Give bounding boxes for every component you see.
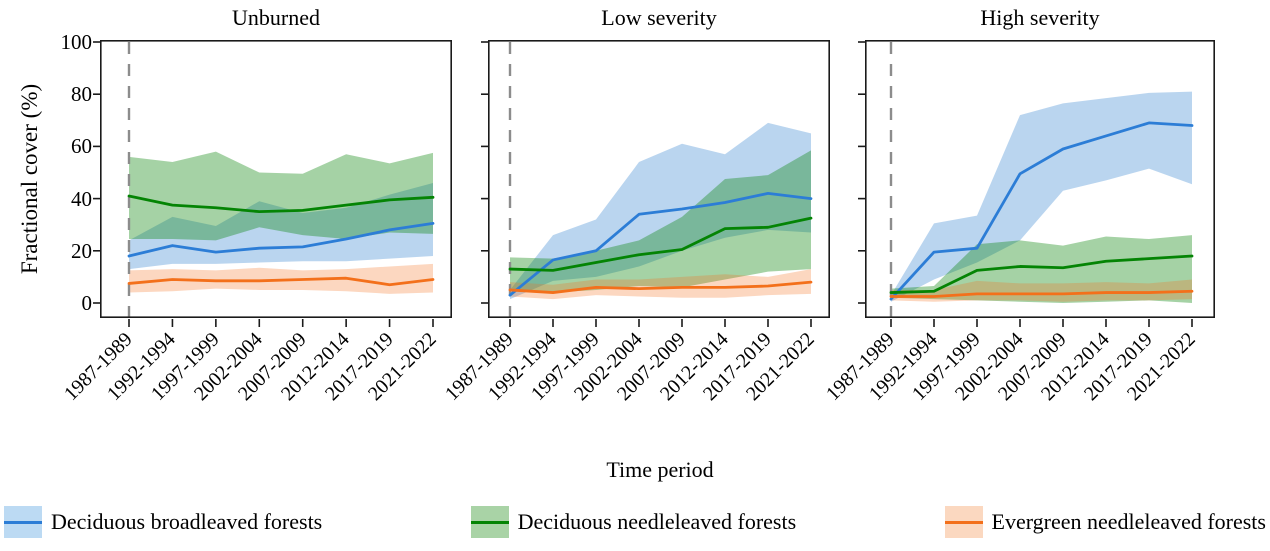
- panel-title-high-severity: High severity: [980, 5, 1100, 30]
- ribbon-unburned-1: [129, 151, 433, 241]
- ribbon-low-severity-1: [510, 150, 811, 293]
- line-high-severity-1: [889, 254, 1194, 294]
- chart-svg-high-severity: [858, 40, 1215, 327]
- legend-label: Evergreen needleleaved forests: [991, 509, 1266, 534]
- x-axis-label: Time period: [606, 457, 714, 482]
- legend-swatch: [944, 506, 983, 538]
- line-unburned-1: [127, 194, 435, 214]
- chart-svg-unburned: [93, 40, 452, 327]
- line-low-severity-0: [508, 191, 813, 297]
- y-tick-label: 40: [71, 186, 92, 211]
- legend-swatch: [470, 506, 509, 538]
- line-high-severity-0: [889, 121, 1194, 301]
- legend: Deciduous broadleaved forests Deciduous n…: [4, 506, 1266, 538]
- y-tick-label: 20: [71, 238, 92, 263]
- legend-line-icon: [4, 520, 42, 524]
- y-tick-label: 0: [81, 291, 93, 315]
- ribbon-high-severity-1: [891, 235, 1192, 303]
- y-tick-label: 60: [71, 134, 92, 159]
- ribbon-low-severity-2: [510, 269, 811, 300]
- line-low-severity-1: [508, 216, 813, 272]
- legend-label: Deciduous needleleaved forests: [517, 509, 797, 534]
- legend-label: Deciduous broadleaved forests: [51, 509, 323, 534]
- legend-item-2: Evergreen needleleaved forests: [944, 506, 1266, 538]
- panel-frame-unburned: [100, 40, 452, 318]
- legend-line-icon: [944, 520, 983, 524]
- panel-frame-low-severity: [488, 40, 830, 318]
- panel-title-low-severity: Low severity: [601, 5, 717, 30]
- chart-svg-low-severity: [481, 40, 830, 327]
- y-tick-label: 80: [71, 82, 92, 107]
- legend-swatch: [4, 506, 42, 538]
- panel-title-unburned: Unburned: [232, 5, 320, 30]
- line-low-severity-2: [508, 280, 813, 294]
- line-high-severity-2: [889, 289, 1194, 298]
- panel-frame-high-severity: [865, 40, 1215, 318]
- line-unburned-0: [127, 221, 435, 258]
- line-unburned-2: [127, 276, 435, 287]
- legend-item-0: Deciduous broadleaved forests: [4, 506, 322, 538]
- y-tick-label: 100: [60, 30, 93, 54]
- legend-item-1: Deciduous needleleaved forests: [470, 506, 797, 538]
- legend-line-icon: [470, 520, 509, 524]
- ribbon-high-severity-2: [891, 279, 1192, 302]
